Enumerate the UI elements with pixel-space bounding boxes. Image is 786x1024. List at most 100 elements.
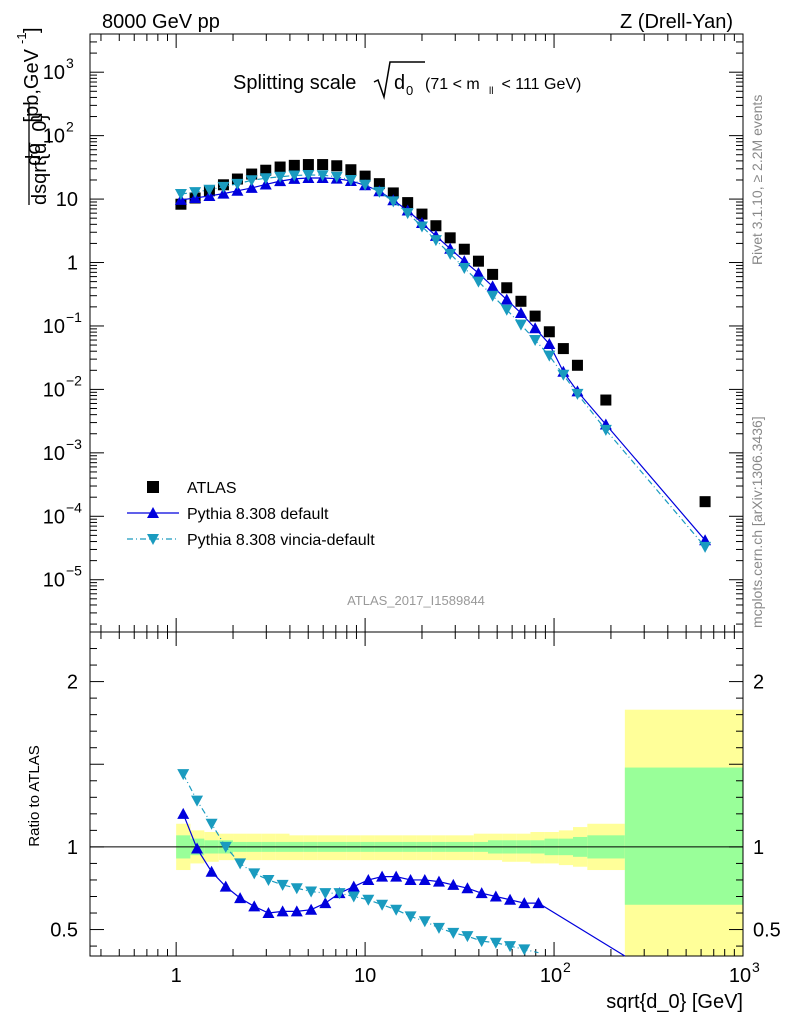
ratio-point — [234, 858, 247, 870]
y-tick-label: 10 — [56, 189, 78, 211]
data-point — [373, 186, 386, 198]
ratio-y-axis-label: Ratio to ATLAS — [26, 745, 43, 846]
y-tick-label-right: 0.5 — [753, 920, 781, 942]
data-point — [345, 164, 357, 176]
x-axis-label: sqrt{d_0} [GeV] — [606, 991, 743, 1013]
x-tick-label: 10 — [540, 965, 562, 987]
x-tick-label: 1 — [171, 965, 182, 987]
x-tick-label-exp: 2 — [563, 959, 571, 975]
data-point — [245, 175, 258, 187]
data-point — [317, 159, 329, 171]
data-point — [529, 322, 542, 334]
data-point — [203, 184, 216, 196]
ratio-point — [177, 769, 190, 781]
ratio-point — [489, 890, 502, 902]
ratio-point — [191, 842, 204, 854]
data-point — [571, 388, 584, 400]
ratio-point — [518, 897, 531, 909]
ratio-point — [219, 841, 232, 853]
title-range-sub: ll — [489, 86, 493, 97]
y-tick-label-right: 2 — [753, 672, 764, 694]
data-point — [543, 337, 556, 349]
ratio-point — [333, 888, 346, 900]
data-point — [486, 290, 499, 302]
y-tick-label: 10 — [43, 126, 65, 148]
series-pythia-8-308-vincia-default — [174, 169, 712, 553]
data-point — [444, 248, 457, 260]
ratio-point — [518, 944, 531, 956]
data-point — [288, 159, 300, 171]
ratio-point — [305, 886, 318, 898]
data-point — [231, 178, 244, 190]
y-tick-label-exp: 3 — [66, 55, 74, 71]
y-tick-label-exp: −1 — [66, 309, 82, 325]
y-axis-label-unit-exp: -1 — [14, 32, 29, 44]
data-point — [501, 282, 513, 294]
data-point — [387, 196, 400, 208]
data-point — [373, 178, 385, 190]
ratio-point — [532, 897, 545, 909]
data-point — [543, 326, 555, 338]
data-point — [231, 184, 244, 196]
data-point — [699, 496, 711, 508]
header-left: 8000 GeV pp — [102, 11, 220, 33]
data-point — [600, 394, 612, 406]
ratio-point — [376, 870, 389, 882]
ratio-point — [191, 795, 204, 807]
ratio-point — [432, 922, 445, 934]
data-point — [359, 170, 371, 182]
ratio-point — [234, 892, 247, 904]
data-point — [529, 335, 542, 347]
y-tick-label: 1 — [67, 837, 78, 859]
ratio-point — [205, 865, 218, 877]
data-point — [444, 232, 456, 244]
title-main: Splitting scale — [233, 72, 356, 94]
data-series — [174, 159, 712, 957]
ratio-point — [276, 905, 289, 917]
data-point — [472, 267, 485, 279]
uncertainty-bands — [176, 709, 743, 956]
data-point — [302, 169, 315, 181]
y-axis-label-unit: [pb,GeV — [21, 48, 43, 128]
ylabel-denominator: dsqrt{d_0} — [29, 113, 51, 205]
title-sqrt-sub: 0 — [406, 83, 413, 98]
y-tick-label-right: 1 — [753, 837, 764, 859]
data-point — [274, 171, 287, 183]
data-point — [274, 161, 286, 173]
data-point — [359, 179, 372, 191]
data-point — [288, 170, 301, 182]
ratio-point — [404, 911, 417, 923]
y-tick-label: 10 — [43, 570, 65, 592]
data-point — [402, 197, 414, 209]
header-right: Z (Drell-Yan) — [620, 11, 733, 33]
data-point — [515, 295, 527, 307]
ylabel-unit: [pb,GeV — [21, 48, 43, 128]
legend-item-pythia-vincia: Pythia 8.308 vincia-default — [127, 532, 375, 549]
ratio-point — [205, 818, 218, 830]
ratio-point — [362, 894, 375, 906]
data-point — [245, 181, 258, 193]
y-tick-label: 1 — [67, 253, 78, 275]
data-point — [557, 343, 569, 355]
ratio-point — [362, 873, 375, 885]
data-point — [387, 187, 399, 199]
ratio-point — [475, 887, 488, 899]
ratio-point — [347, 891, 360, 903]
series-line — [180, 177, 706, 541]
data-point — [571, 359, 583, 371]
data-point — [458, 262, 471, 274]
data-point — [514, 319, 527, 331]
title-range: (71 < m — [425, 76, 480, 93]
data-point — [246, 168, 258, 180]
data-point — [302, 159, 314, 171]
data-point — [529, 310, 541, 322]
data-point — [472, 276, 485, 288]
mcplots-note: mcplots.cern.ch [arXiv:1306.3436] — [749, 416, 765, 628]
ratio-point — [418, 873, 431, 885]
data-point — [344, 174, 357, 186]
x-tick-label-exp: 3 — [752, 959, 760, 975]
rivet-note: Rivet 3.1.10, ≥ 2.2M events — [749, 95, 765, 265]
y-tick-label-exp: 2 — [66, 119, 74, 135]
ylabel-unit-exp: -1 — [14, 32, 29, 44]
